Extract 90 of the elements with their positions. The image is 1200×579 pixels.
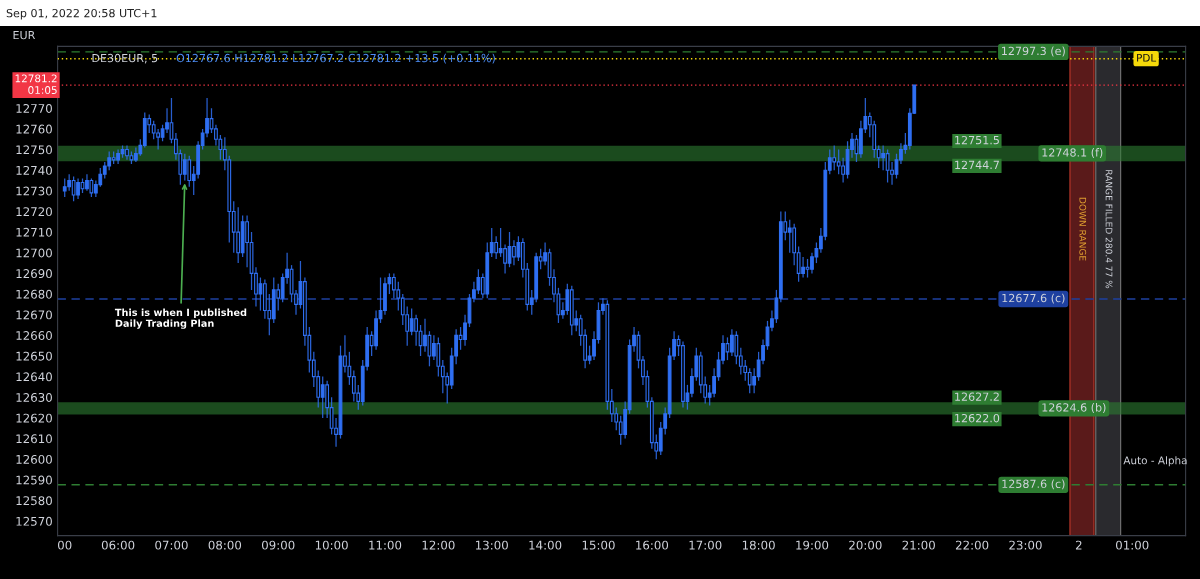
x-tick-label: 12:00 (422, 540, 455, 550)
ref-line-label: 12677.6 (c) (1002, 293, 1065, 304)
y-tick-label: 12610 (16, 434, 52, 444)
candlestick (494, 235, 499, 260)
ref-line-label: PDL (1137, 53, 1157, 62)
x-tick-label: 09:00 (261, 540, 295, 550)
x-tick-label: 07:00 (155, 540, 188, 550)
candlestick (725, 336, 730, 361)
band-label: 12748.1 (f) (1042, 148, 1103, 158)
x-tick-label: 14:00 (529, 540, 562, 550)
annotation: 12622.0 (955, 413, 1000, 423)
band-label: 12624.6 (b) (1042, 403, 1106, 413)
y-tick-label: 12570 (16, 516, 52, 526)
x-tick-label: 15:00 (582, 540, 615, 550)
x-tick-label: 23:00 (1009, 540, 1042, 550)
band-label: RANGE FILLED 280.4 77 % (1105, 170, 1113, 289)
candlestick (436, 336, 441, 378)
candlestick (71, 175, 76, 202)
x-tick-label: 17:00 (689, 540, 722, 550)
candlestick (832, 144, 837, 171)
x-tick-label: 21:00 (902, 540, 935, 550)
y-tick-label: 12770 (16, 103, 52, 113)
y-tick-label: 12640 (16, 372, 52, 382)
y-tick-label: 12700 (16, 248, 52, 258)
y-tick-label: 12650 (16, 351, 52, 361)
candlestick (391, 272, 396, 299)
y-tick-label: 12730 (16, 186, 52, 196)
x-tick-label: 10:00 (315, 540, 348, 550)
y-tick-label: 12740 (16, 165, 52, 175)
y-tick-label: 12580 (16, 496, 52, 506)
candlestick (351, 369, 356, 403)
x-tick-label: 20:00 (849, 540, 882, 550)
candlestick (747, 367, 752, 394)
y-tick-label: 12630 (16, 392, 52, 402)
x-tick-label: 08:00 (208, 540, 242, 550)
x-tick-label: 01:00 (1115, 540, 1149, 550)
ref-line-label: 12781.2 01:05 (15, 74, 57, 94)
y-tick-label: 12600 (16, 454, 52, 464)
candlestick (734, 330, 739, 365)
candlestick (107, 150, 112, 171)
x-tick-label: 13:00 (476, 540, 508, 550)
x-tick-label: 18:00 (742, 540, 775, 550)
y-tick-label: 12680 (16, 289, 52, 299)
annotation: 12744.7 (955, 160, 999, 169)
text: O12767.6 H12781.2 L12767.2 C12781.2 +13.5 (+0.11%) (176, 53, 495, 64)
y-axis-title: EUR (13, 31, 36, 40)
candlestick (409, 307, 414, 336)
candlestick (156, 128, 161, 151)
annotation: This is when I published Daily Trading Plan (114, 308, 247, 329)
y-tick-label: 12690 (16, 269, 52, 279)
x-tick-label: 06:00 (101, 540, 135, 550)
candlestick (503, 243, 507, 275)
y-tick-label: 12720 (16, 207, 52, 217)
x-tick-label: 11:00 (369, 540, 402, 550)
x-tick-label: 2 (1075, 540, 1082, 550)
candlestick (89, 177, 94, 198)
candlestick (182, 153, 187, 182)
x-tick-label: 19:00 (796, 540, 829, 550)
candlestick (881, 144, 886, 171)
candlestick (187, 155, 192, 188)
x-tick-label: 00 (57, 540, 72, 550)
y-tick-label: 12710 (16, 227, 52, 237)
candlestick (236, 206, 241, 264)
candlestick (787, 219, 792, 254)
annotation: 12751.5 (955, 135, 999, 145)
candlestick (512, 239, 516, 266)
x-tick-label: 16:00 (636, 540, 669, 550)
candlestick (423, 318, 427, 353)
ref-line-label: 12587.6 (c) (1002, 479, 1065, 490)
y-tick-label: 12750 (16, 145, 52, 155)
annotation: 12627.2 (955, 392, 999, 401)
candlestick (320, 375, 325, 419)
y-tick-label: 12670 (16, 310, 52, 320)
candlestick (743, 359, 748, 382)
y-tick-label: 12660 (16, 331, 52, 340)
candlestick (258, 276, 263, 312)
y-tick-label: 12590 (16, 475, 52, 485)
candlestick (885, 148, 890, 184)
y-tick-label: 12620 (16, 413, 52, 423)
text: DE30EUR, 5 (92, 53, 158, 64)
y-tick-label: 12760 (16, 124, 52, 134)
candlestick (62, 177, 67, 198)
ref-line-label: 12797.3 (e) (1002, 46, 1065, 57)
candlestick (810, 252, 814, 275)
candlestick (805, 258, 810, 279)
x-tick-label: 22:00 (955, 540, 989, 550)
band-label: DOWN RANGE (1079, 197, 1087, 261)
text: Sep 01, 2022 20:58 UTC+1 (6, 8, 157, 20)
annotation: Auto - Alpha (1123, 456, 1187, 467)
candlestick (76, 177, 80, 200)
